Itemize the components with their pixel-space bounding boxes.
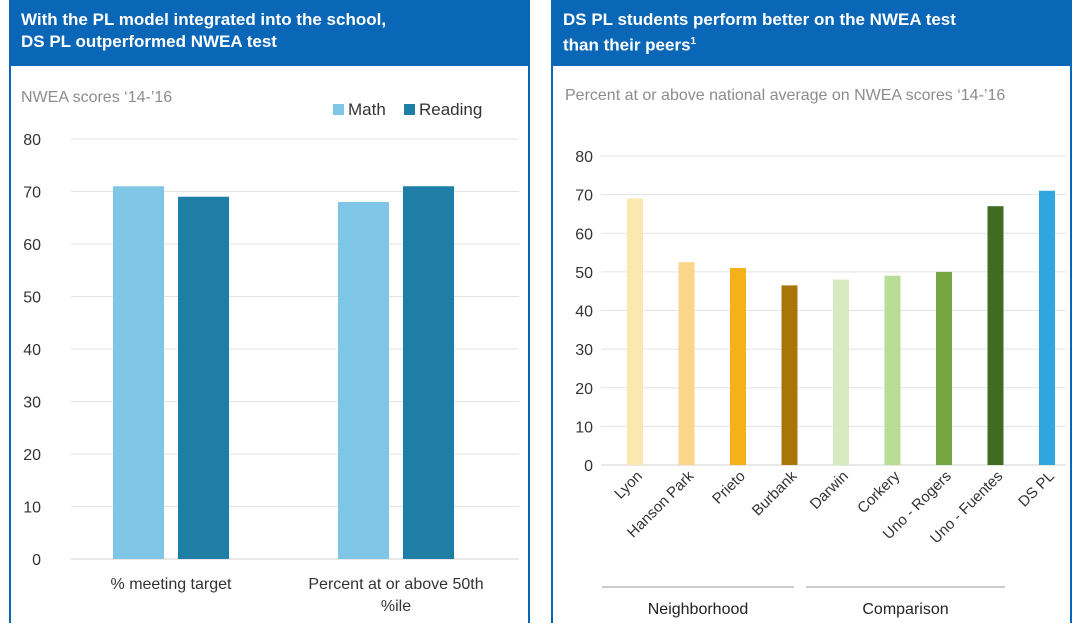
bar xyxy=(936,271,952,465)
legend-reading-label: Reading xyxy=(419,100,483,119)
y-tick-label: 60 xyxy=(23,237,41,254)
bar-math xyxy=(113,186,164,559)
legend-math-label: Math xyxy=(348,100,386,119)
y-tick-label: 80 xyxy=(23,132,41,149)
bar xyxy=(884,275,901,465)
legend-reading: Reading xyxy=(404,100,482,120)
left-chart-subtitle: NWEA scores ‘14-’16 xyxy=(21,89,173,106)
y-tick-label: 0 xyxy=(32,552,41,569)
y-tick-label: 0 xyxy=(584,458,593,475)
right-header-line1: DS PL students perform better on the NWE… xyxy=(563,10,956,29)
bar xyxy=(833,279,849,465)
y-tick-label: 50 xyxy=(23,290,41,307)
right-chart-panel: DS PL students perform better on the NWE… xyxy=(551,0,1072,623)
group-label: Neighborhood xyxy=(648,601,749,618)
y-tick-label: 40 xyxy=(575,304,593,321)
y-tick-label: 70 xyxy=(23,185,41,202)
left-panel-header: With the PL model integrated into the sc… xyxy=(11,2,528,66)
y-tick-label: 30 xyxy=(575,342,593,359)
left-chart-panel: With the PL model integrated into the sc… xyxy=(9,0,530,623)
x-category-label: Darwin xyxy=(807,468,852,513)
right-header-line2: than their peers1 xyxy=(563,31,1060,57)
bar xyxy=(1039,190,1055,465)
bar xyxy=(781,285,798,465)
left-header-line1: With the PL model integrated into the sc… xyxy=(21,10,387,29)
y-tick-label: 70 xyxy=(575,188,593,205)
right-header-line2-text: than their peers xyxy=(563,35,691,55)
x-category-label: Lyon xyxy=(611,468,646,503)
legend-math: Math xyxy=(333,100,386,120)
bar-reading xyxy=(178,196,229,559)
x-category-label: DS PL xyxy=(1015,468,1058,511)
right-chart-subtitle: Percent at or above national average on … xyxy=(565,87,1006,104)
x-category-label: Prieto xyxy=(709,468,749,508)
bar xyxy=(678,262,695,465)
group-label: Comparison xyxy=(862,601,948,618)
y-tick-label: 20 xyxy=(23,447,41,464)
y-tick-label: 60 xyxy=(575,226,593,243)
x-category-label: Percent at or above 50th %ile xyxy=(308,576,483,615)
y-tick-label: 10 xyxy=(575,419,593,436)
y-tick-label: 20 xyxy=(575,381,593,398)
y-tick-label: 50 xyxy=(575,265,593,282)
left-header-line2: DS PL outperformed NWEA test xyxy=(21,32,277,51)
bar-reading xyxy=(403,186,454,559)
footnote-marker: 1 xyxy=(690,36,697,47)
legend-reading-swatch xyxy=(404,104,415,115)
x-category-label: Corkery xyxy=(854,467,904,517)
y-tick-label: 10 xyxy=(23,500,41,517)
y-tick-label: 40 xyxy=(23,342,41,359)
bar xyxy=(987,206,1004,465)
bar xyxy=(627,198,643,466)
legend-math-swatch xyxy=(333,104,344,115)
x-category-label: % meeting target xyxy=(111,576,233,593)
bar xyxy=(730,268,746,465)
left-bar-chart: 0 10 20 30 40 50 60 70 80 % meeting target Percent… xyxy=(23,132,519,615)
y-tick-label: 80 xyxy=(575,149,593,166)
bar-math xyxy=(338,202,389,559)
y-tick-label: 30 xyxy=(23,395,41,412)
right-panel-header: DS PL students perform better on the NWE… xyxy=(553,2,1070,66)
x-category-label: Burbank xyxy=(749,467,801,519)
